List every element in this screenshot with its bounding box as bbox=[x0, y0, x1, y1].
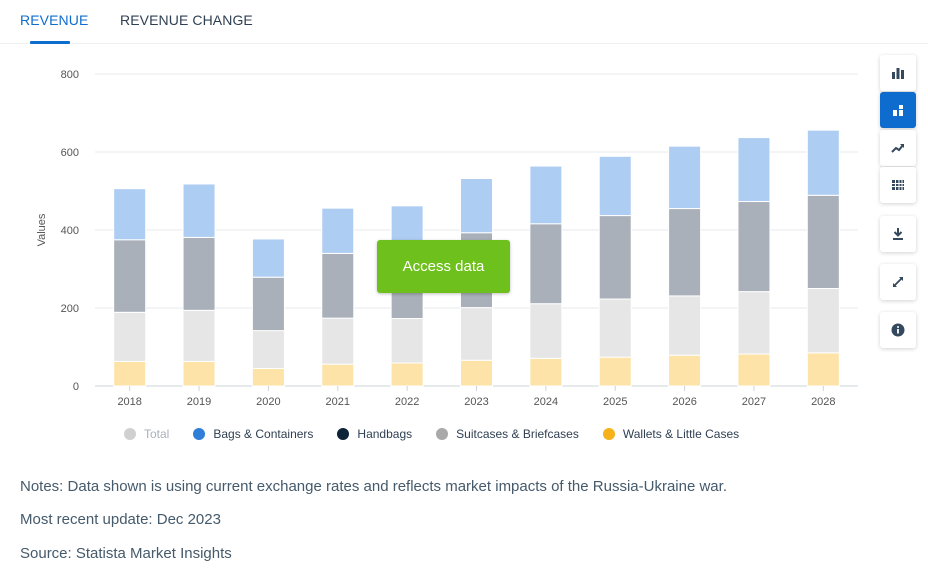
bar-segment bbox=[737, 353, 771, 387]
bar-segment bbox=[737, 291, 771, 355]
bar-chart-icon bbox=[892, 68, 904, 79]
bar-segment bbox=[529, 223, 563, 305]
x-tick-label: 2027 bbox=[742, 396, 766, 408]
legend-label: Total bbox=[144, 427, 170, 441]
bar-segment bbox=[806, 352, 840, 387]
active-tab-indicator bbox=[30, 41, 70, 44]
tab-revenue[interactable]: REVENUE bbox=[20, 12, 89, 28]
bar-segment bbox=[737, 137, 771, 203]
tab-revenue-change[interactable]: REVENUE CHANGE bbox=[120, 12, 253, 28]
legend-item-suitcases-briefcases[interactable]: Suitcases & Briefcases bbox=[436, 427, 579, 441]
y-tick-label: 600 bbox=[61, 147, 79, 159]
x-tick-label: 2028 bbox=[811, 396, 835, 408]
bar-segment bbox=[737, 201, 771, 293]
legend-item-bags-containers[interactable]: Bags & Containers bbox=[193, 427, 313, 441]
x-tick-label: 2026 bbox=[672, 396, 696, 408]
bar-segment bbox=[460, 359, 493, 387]
chart-legend: Total Bags & Containers Handbags Suitcas… bbox=[124, 425, 763, 443]
stacked-bar-chart-icon bbox=[893, 105, 903, 116]
bar-segment bbox=[251, 238, 285, 278]
bar-segment bbox=[182, 360, 216, 387]
y-tick-label: 200 bbox=[61, 303, 79, 315]
stacked-bar-chart-button[interactable] bbox=[880, 92, 916, 128]
download-button[interactable] bbox=[880, 216, 916, 252]
x-tick-label: 2019 bbox=[187, 396, 211, 408]
x-tick-label: 2021 bbox=[326, 396, 350, 408]
bar-segment bbox=[251, 330, 285, 369]
bar-segment bbox=[321, 363, 355, 387]
legend-dot bbox=[436, 428, 449, 440]
y-tick-label: 0 bbox=[73, 381, 79, 393]
update-date: Most recent update: Dec 2023 bbox=[20, 511, 221, 528]
bar-segment bbox=[598, 298, 632, 358]
bar-chart-button[interactable] bbox=[880, 55, 916, 91]
x-tick-label: 2020 bbox=[256, 396, 280, 408]
bar-segment bbox=[529, 357, 563, 387]
x-tick-label: 2018 bbox=[117, 396, 141, 408]
table-view-button[interactable] bbox=[880, 167, 916, 203]
bar-segment bbox=[113, 360, 147, 387]
x-tick-label: 2023 bbox=[464, 396, 488, 408]
legend-item-total[interactable]: Total bbox=[124, 427, 169, 441]
legend-label: Bags & Containers bbox=[213, 427, 314, 441]
legend-label: Suitcases & Briefcases bbox=[456, 427, 579, 441]
bar-segment bbox=[668, 145, 702, 210]
bar-segment bbox=[321, 317, 355, 365]
y-tick-label: 400 bbox=[61, 225, 79, 237]
bar-segment bbox=[806, 194, 840, 289]
legend-item-handbags[interactable]: Handbags bbox=[337, 427, 412, 441]
tab-bar: REVENUE REVENUE CHANGE bbox=[0, 0, 928, 44]
bar-segment bbox=[251, 367, 285, 387]
legend-item-wallets-little-cases[interactable]: Wallets & Little Cases bbox=[602, 427, 740, 441]
y-tick-label: 800 bbox=[61, 69, 79, 81]
trend-line-icon bbox=[891, 144, 904, 153]
bar-segment bbox=[390, 362, 424, 387]
bar-segment bbox=[460, 178, 493, 234]
legend-label: Wallets & Little Cases bbox=[622, 427, 740, 441]
bar-segment bbox=[321, 252, 355, 319]
bar-segment bbox=[668, 208, 702, 297]
info-icon bbox=[891, 323, 905, 337]
bar-segment bbox=[113, 311, 147, 362]
bar-segment bbox=[460, 307, 493, 361]
x-tick-label: 2025 bbox=[603, 396, 627, 408]
access-data-button[interactable]: Access data bbox=[377, 240, 510, 293]
bar-segment bbox=[390, 318, 424, 364]
x-tick-label: 2024 bbox=[534, 396, 558, 408]
legend-dot bbox=[124, 428, 136, 440]
fullscreen-button[interactable] bbox=[880, 264, 916, 300]
bar-segment bbox=[321, 207, 355, 254]
legend-dot bbox=[602, 428, 615, 440]
bar-segment bbox=[113, 239, 147, 313]
bar-segment bbox=[182, 309, 216, 362]
bar-segment bbox=[529, 303, 563, 359]
bar-segment bbox=[598, 356, 632, 387]
bar-segment bbox=[806, 129, 840, 196]
bar-segment bbox=[182, 236, 216, 311]
bar-segment bbox=[529, 165, 563, 225]
legend-dot bbox=[193, 428, 206, 440]
bar-segment bbox=[182, 183, 216, 238]
download-icon bbox=[893, 228, 903, 240]
expand-icon bbox=[893, 277, 903, 287]
source-text: Source: Statista Market Insights bbox=[20, 545, 232, 562]
legend-label: Handbags bbox=[357, 427, 413, 441]
x-tick-label: 2022 bbox=[395, 396, 419, 408]
chart-notes: Notes: Data shown is using current excha… bbox=[20, 478, 727, 495]
revenue-chart: 0 200 400 600 800 Values 2018 2019 2020 2021 2022 2… bbox=[36, 69, 858, 408]
bar-segment bbox=[251, 276, 285, 332]
bar-segment bbox=[806, 288, 840, 354]
bar-segment bbox=[598, 215, 632, 300]
bar-segment bbox=[668, 354, 702, 387]
info-button[interactable] bbox=[880, 312, 916, 348]
bar-segment bbox=[113, 188, 147, 241]
legend-dot bbox=[337, 428, 350, 440]
trend-line-button[interactable] bbox=[880, 130, 916, 166]
bar-segment bbox=[598, 155, 632, 217]
y-axis-label: Values bbox=[36, 213, 48, 246]
table-view-icon bbox=[892, 180, 904, 190]
bar-segment bbox=[668, 295, 702, 356]
